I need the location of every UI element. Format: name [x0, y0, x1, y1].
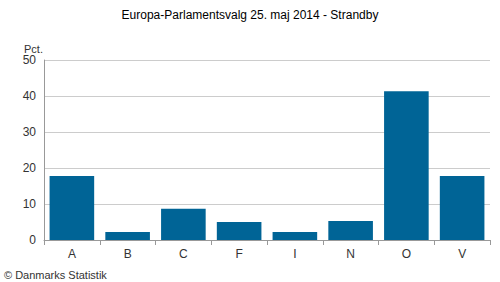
svg-text:40: 40 [23, 89, 37, 103]
svg-text:Europa-Parlamentsvalg 25. maj: Europa-Parlamentsvalg 25. maj 2014 - Str… [122, 8, 379, 22]
svg-text:V: V [458, 247, 466, 261]
svg-text:C: C [179, 247, 188, 261]
svg-text:30: 30 [23, 125, 37, 139]
svg-text:A: A [68, 247, 76, 261]
svg-text:I: I [293, 247, 296, 261]
svg-text:Pct.: Pct. [24, 42, 43, 55]
svg-text:B: B [124, 247, 132, 261]
svg-text:0: 0 [29, 233, 36, 247]
svg-text:O: O [402, 247, 411, 261]
svg-text:10: 10 [23, 197, 37, 211]
svg-text:N: N [346, 247, 355, 261]
svg-text:F: F [235, 247, 242, 261]
svg-text:© Danmarks Statistik: © Danmarks Statistik [4, 269, 107, 281]
svg-text:20: 20 [23, 161, 37, 175]
svg-text:50: 50 [23, 53, 37, 67]
